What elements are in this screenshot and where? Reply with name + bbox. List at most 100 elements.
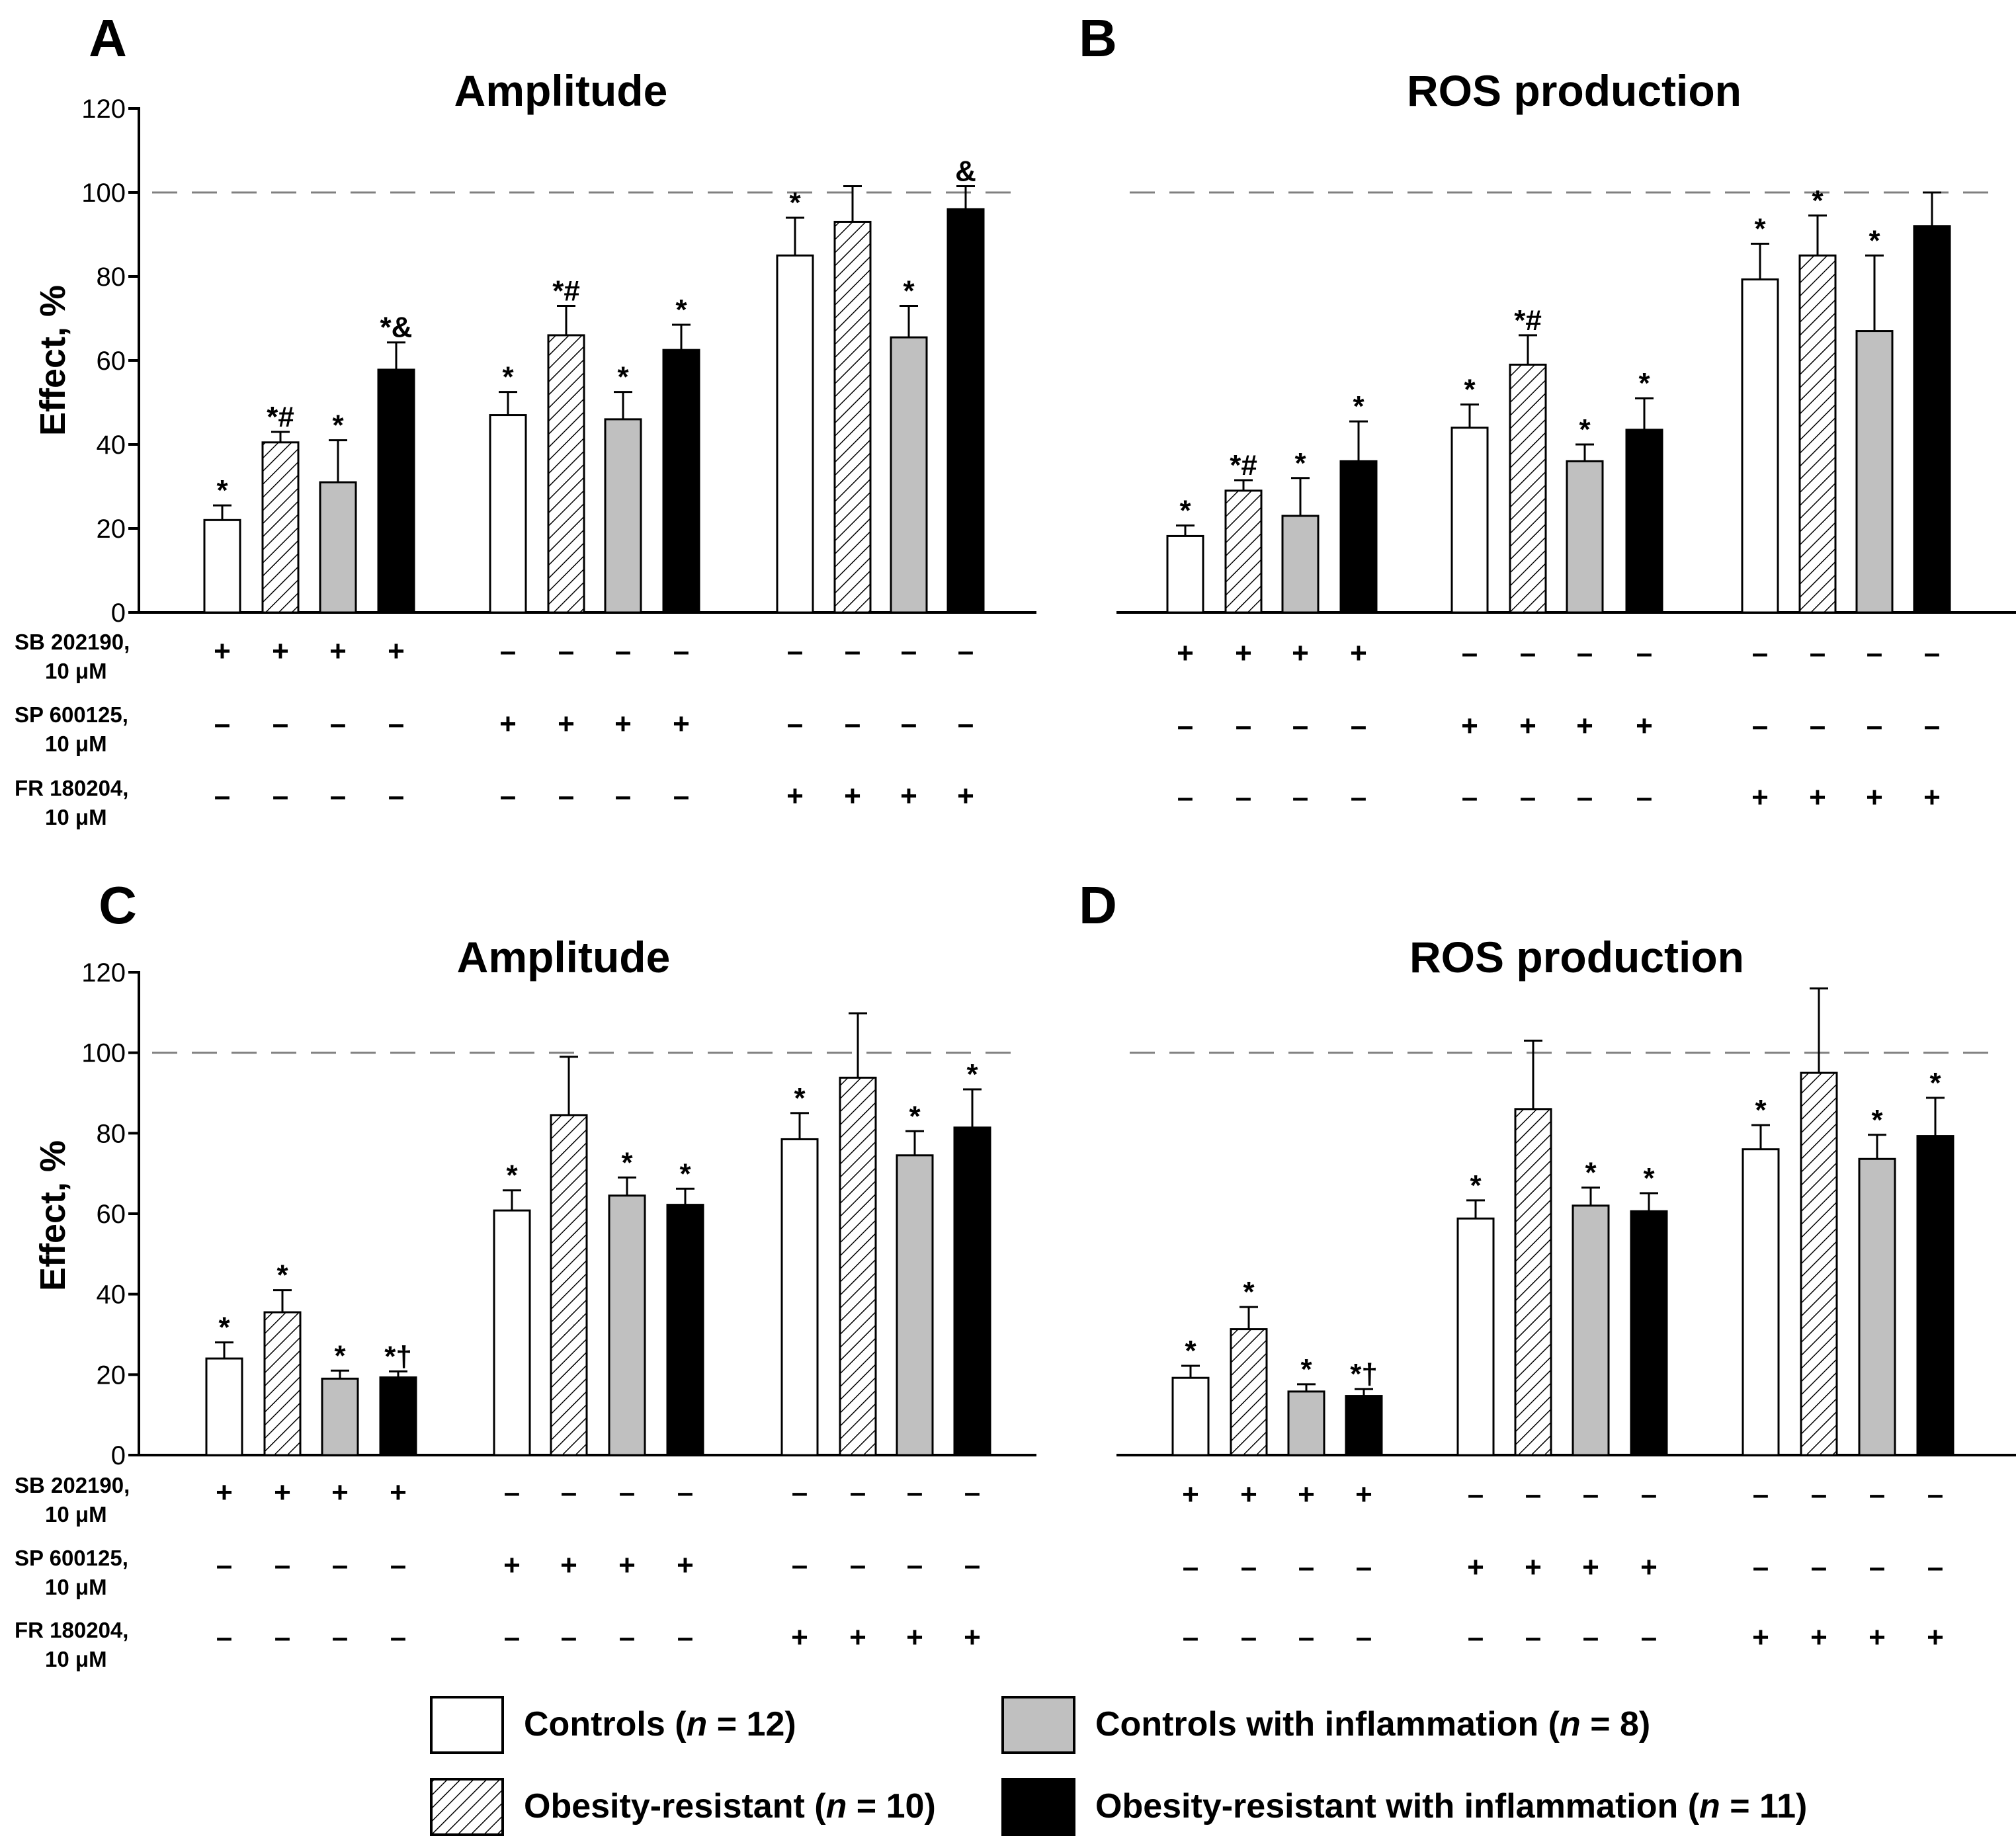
significance-marker: * — [675, 294, 687, 326]
bar-obr_infl-fr-180204 — [946, 208, 985, 614]
treatment-sign: – — [1236, 710, 1251, 742]
bar-controls_infl-fr-180204 — [890, 336, 928, 614]
treatment-sign: – — [388, 780, 404, 812]
treatment-sign: + — [906, 1621, 923, 1654]
bar-obr-sb-202190 — [1230, 1328, 1268, 1456]
y-tick-label: 0 — [111, 1441, 126, 1470]
bar-obr-sp-600125 — [550, 1114, 588, 1456]
treatment-sign: – — [1520, 781, 1536, 814]
significance-marker: * — [966, 1058, 978, 1091]
treatment-sign: – — [1811, 1551, 1827, 1583]
bar-controls_infl-sb-202190 — [321, 1377, 359, 1456]
treatment-sign: – — [1636, 637, 1652, 669]
bar-controls_infl-fr-180204 — [1855, 330, 1894, 614]
treatment-sign: – — [901, 635, 917, 667]
panel-D: D ROS production * * * *† * * * * * * + + + + – – – – – – – – – –… — [1079, 876, 2016, 1654]
bar-obr_infl-sb-202190 — [379, 1376, 417, 1456]
treatment-sign: + — [1461, 710, 1478, 742]
y-tick-label: 80 — [97, 263, 126, 292]
treatment-sign: + — [272, 635, 289, 667]
treatment-sign: – — [273, 708, 288, 740]
treatment-sign: – — [1468, 1478, 1484, 1511]
treatment-sign: + — [216, 1476, 233, 1509]
treatment-sign: – — [958, 708, 974, 740]
drug-label-dose: 10 μM — [45, 659, 107, 683]
bar-obr_infl-sb-202190 — [377, 368, 415, 614]
y-axis-label: Effect, % — [33, 285, 73, 436]
legend-label: Obesity-resistant with inflammation (n =… — [1095, 1787, 1807, 1825]
treatment-sign: + — [1235, 637, 1252, 669]
treatment-sign: + — [1810, 1621, 1827, 1654]
treatment-sign: – — [1924, 710, 1940, 742]
significance-marker: * — [1579, 413, 1591, 446]
bar-controls_infl-sb-202190 — [1287, 1390, 1325, 1456]
treatment-sign: – — [1525, 1478, 1541, 1511]
treatment-sign: – — [792, 1549, 808, 1581]
treatment-sign: + — [388, 635, 405, 667]
legend-swatch — [1001, 1696, 1075, 1754]
y-tick-label: 100 — [81, 1039, 126, 1068]
y-tick-label: 60 — [97, 347, 126, 376]
significance-marker: * — [1869, 224, 1880, 257]
treatment-sign: + — [1751, 781, 1769, 814]
treatment-sign: – — [677, 1621, 693, 1654]
panel-label: C — [99, 876, 137, 935]
treatment-sign: – — [1753, 1478, 1769, 1511]
panel-title: Amplitude — [457, 933, 671, 982]
treatment-sign: + — [1177, 637, 1194, 669]
significance-marker: *& — [380, 312, 413, 344]
treatment-sign: – — [901, 708, 917, 740]
legend-swatch — [1001, 1778, 1075, 1836]
bar-controls_infl-fr-180204 — [1858, 1157, 1896, 1456]
treatment-sign: – — [500, 635, 516, 667]
treatment-sign: – — [1810, 637, 1826, 669]
y-tick-label: 120 — [81, 958, 126, 987]
drug-label-dose: 10 μM — [45, 732, 107, 756]
treatment-sign: – — [850, 1476, 866, 1509]
bar-controls-fr-180204 — [1741, 278, 1779, 614]
treatment-sign: + — [1519, 710, 1536, 742]
bar-controls_infl-sb-202190 — [1281, 515, 1320, 614]
treatment-sign: – — [1183, 1621, 1198, 1654]
treatment-sign: + — [1927, 1621, 1944, 1654]
y-tick-label: 40 — [97, 431, 126, 460]
treatment-sign: + — [677, 1549, 694, 1581]
significance-marker: * — [1300, 1353, 1312, 1386]
treatment-sign: – — [845, 708, 861, 740]
bar-obr-sp-600125 — [1509, 363, 1547, 614]
treatment-sign: + — [1582, 1551, 1599, 1583]
panel-title: ROS production — [1407, 66, 1742, 115]
significance-marker: * — [276, 1259, 288, 1292]
significance-marker: * — [1585, 1156, 1597, 1189]
treatment-sign: + — [1636, 710, 1653, 742]
significance-marker: * — [1929, 1067, 1941, 1099]
treatment-sign: – — [558, 635, 574, 667]
significance-marker: * — [1185, 1335, 1197, 1367]
treatment-sign: + — [499, 708, 517, 740]
legend-item-controls: Controls (n = 12) — [430, 1696, 796, 1754]
treatment-sign: – — [1867, 637, 1882, 669]
bar-obr_infl-fr-180204 — [1916, 1135, 1954, 1456]
treatment-sign: – — [1177, 710, 1193, 742]
treatment-sign: – — [1351, 781, 1366, 814]
significance-marker: *# — [1514, 304, 1542, 337]
drug-label-name: SB 202190, — [15, 630, 130, 654]
treatment-sign: – — [216, 1621, 232, 1654]
treatment-sign: + — [1640, 1551, 1658, 1583]
treatment-sign: – — [1811, 1478, 1827, 1511]
bar-controls_infl-sp-600125 — [608, 1194, 646, 1456]
treatment-sign: – — [845, 635, 861, 667]
y-tick-label: 120 — [81, 95, 126, 124]
bar-obr_infl-sp-600125 — [1630, 1210, 1668, 1456]
significance-marker: * — [1179, 495, 1191, 527]
legend-item-obr_infl: Obesity-resistant with inflammation (n =… — [1001, 1778, 1807, 1836]
bar-controls-sb-202190 — [205, 1357, 243, 1456]
treatment-sign: – — [1356, 1551, 1372, 1583]
treatment-sign: – — [964, 1476, 980, 1509]
treatment-sign: – — [619, 1476, 635, 1509]
significance-marker: * — [1294, 447, 1306, 480]
panel-title: Amplitude — [454, 66, 668, 115]
drug-label-name: FR 180204, — [15, 776, 128, 800]
panel-title: ROS production — [1409, 933, 1744, 982]
treatment-sign: – — [1577, 781, 1593, 814]
